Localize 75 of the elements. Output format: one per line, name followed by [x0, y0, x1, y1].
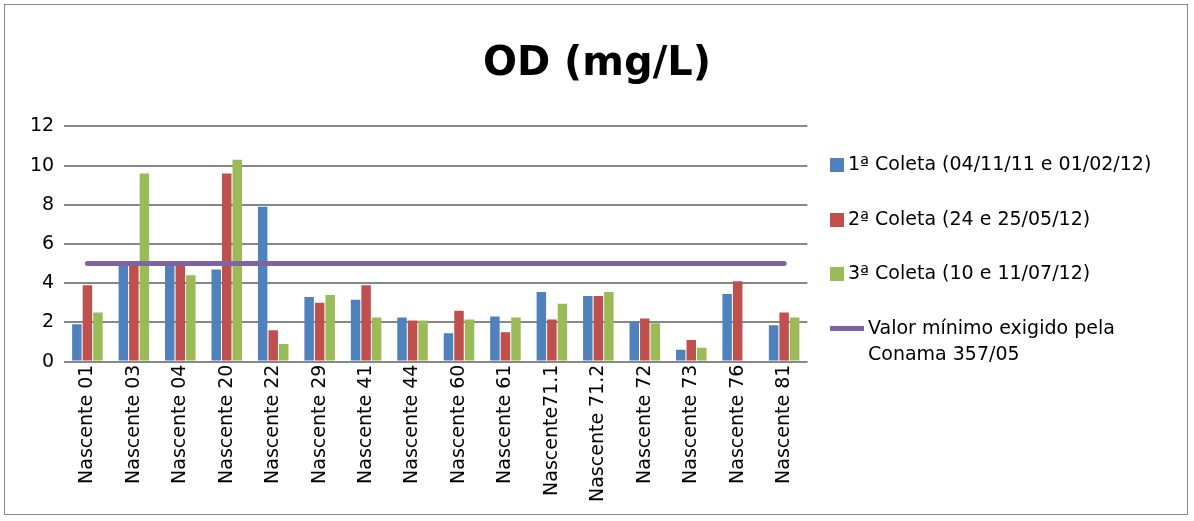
- legend-label: 1ª Coleta (04/11/11 e 01/02/12): [848, 151, 1152, 176]
- bar: [629, 321, 639, 361]
- x-tick-label: Nascente 20: [213, 364, 236, 484]
- bar: [211, 269, 221, 361]
- bar: [443, 333, 454, 361]
- bar: [593, 295, 604, 361]
- bar: [129, 263, 139, 361]
- bar: [314, 302, 325, 361]
- legend-label: 3ª Coleta (10 e 11/07/12): [848, 260, 1091, 286]
- bar: [397, 317, 407, 361]
- bar: [789, 317, 800, 361]
- bar: [500, 332, 511, 361]
- bar: [768, 325, 779, 361]
- bar: [464, 319, 475, 361]
- x-tick-label: Nascente 60: [445, 364, 468, 484]
- bar: [732, 281, 743, 361]
- x-tick-label: Nascente 73: [678, 364, 701, 484]
- bar: [118, 263, 129, 361]
- x-tick-label: Nascente 81: [771, 364, 794, 484]
- bar: [604, 292, 614, 361]
- legend-label: 2ª Coleta (24 e 25/05/12): [848, 205, 1091, 231]
- bar: [72, 324, 82, 361]
- bar: [93, 312, 103, 361]
- x-tick-label: Nascente 04: [167, 364, 190, 484]
- x-tick-label: Nascente 41: [353, 364, 376, 484]
- y-tick-label: 12: [29, 113, 55, 136]
- bar: [511, 317, 521, 361]
- bar: [175, 263, 186, 361]
- bar: [697, 347, 707, 361]
- x-tick-label: Nascente 29: [306, 364, 329, 484]
- bar: [557, 303, 568, 361]
- bar: [418, 320, 428, 361]
- bar: [268, 330, 278, 361]
- x-tick-label: Nascente71.1: [538, 364, 561, 496]
- bar: [722, 293, 732, 361]
- chart-title: OD (mg/L): [481, 38, 713, 84]
- bar: [350, 299, 361, 361]
- x-tick-label: Nascente 71.2: [585, 364, 608, 503]
- bar: [139, 173, 150, 361]
- bar: [82, 285, 93, 361]
- x-tick-label: Nascente 22: [260, 364, 283, 484]
- y-tick-label: 0: [42, 348, 55, 371]
- bar: [222, 173, 232, 361]
- bar: [490, 316, 500, 361]
- bar: [325, 294, 335, 361]
- bar: [232, 159, 243, 361]
- bar: [361, 285, 371, 361]
- bar: [686, 340, 696, 361]
- bar: [650, 323, 661, 361]
- bar: [257, 206, 268, 361]
- x-tick-label: Nascente 61: [492, 364, 515, 484]
- bar: [547, 319, 557, 361]
- x-tick-label: Nascente 72: [631, 364, 654, 484]
- legend-label: Valor mínimo exigido pela Conama 357/05: [868, 314, 1116, 367]
- bar: [779, 312, 789, 361]
- y-tick-label: 4: [42, 270, 55, 293]
- y-tick-label: 10: [29, 152, 55, 175]
- bar: [304, 296, 314, 361]
- x-tick-label: Nascente 03: [120, 364, 143, 484]
- x-tick-label: Nascente 44: [399, 364, 422, 484]
- bar: [675, 349, 686, 361]
- bar: [407, 320, 418, 361]
- bar: [536, 292, 547, 361]
- bar: [165, 263, 175, 361]
- y-tick-label: 2: [42, 309, 55, 332]
- y-tick-label: 8: [42, 191, 55, 214]
- x-tick-label: Nascente 01: [74, 364, 97, 484]
- bar: [186, 275, 196, 361]
- y-tick-label: 6: [42, 230, 55, 253]
- bar: [583, 295, 593, 361]
- x-tick-label: Nascente 76: [724, 364, 747, 484]
- bar: [371, 317, 382, 361]
- bar: [454, 310, 464, 361]
- bar: [278, 343, 289, 361]
- bar: [640, 318, 650, 361]
